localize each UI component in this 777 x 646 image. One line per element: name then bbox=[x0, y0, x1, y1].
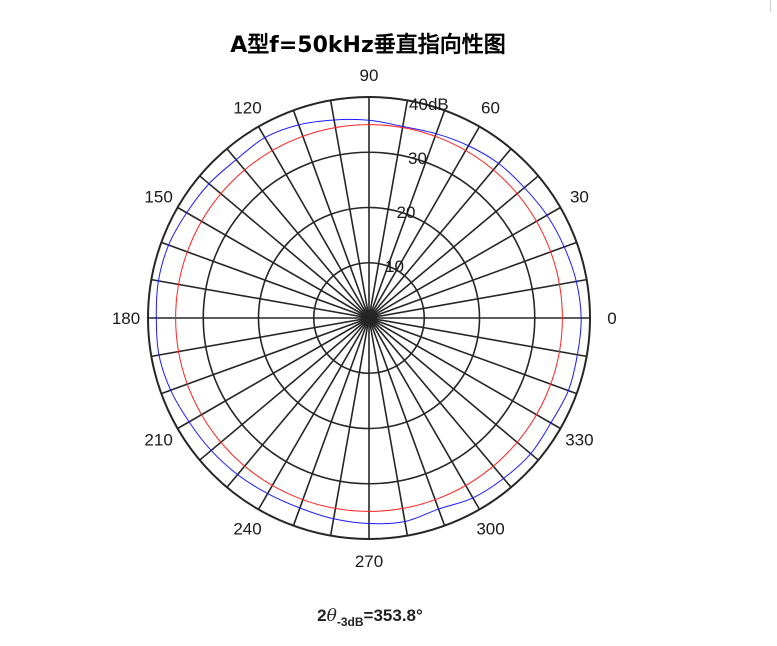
range-ring bbox=[147, 96, 591, 540]
angle-tick-label: 210 bbox=[144, 431, 172, 450]
theta-symbol: θ bbox=[326, 606, 337, 626]
corner-divider bbox=[770, 0, 771, 12]
angle-tick-label: 240 bbox=[233, 519, 261, 538]
radius-tick-label: 40dB bbox=[409, 95, 449, 114]
polar-grid bbox=[147, 96, 591, 540]
radius-tick-labels: 10 20 30 40dB bbox=[385, 95, 449, 276]
angle-tick-label: 120 bbox=[233, 99, 261, 118]
reference-circle bbox=[175, 124, 563, 512]
beamwidth-prefix: 2 bbox=[317, 606, 327, 625]
beamwidth-value: =353.8° bbox=[363, 606, 423, 625]
radius-tick-label: 30 bbox=[408, 149, 427, 168]
angle-tick-labels: 0 30 60 90 120 150 180 210 240 270 300 330 bbox=[112, 66, 617, 571]
angle-tick-label: 0 bbox=[607, 309, 616, 328]
range-ring bbox=[312, 261, 426, 375]
angle-tick-label: 270 bbox=[355, 552, 383, 571]
angle-tick-label: 30 bbox=[570, 188, 589, 207]
range-ring bbox=[202, 151, 536, 485]
beamwidth-annotation: 2θ-3dB=353.8° bbox=[0, 606, 740, 632]
angle-tick-label: 60 bbox=[481, 99, 500, 118]
angle-tick-label: 180 bbox=[112, 309, 140, 328]
radius-tick-label: 20 bbox=[397, 203, 416, 222]
angle-tick-label: 90 bbox=[360, 66, 379, 85]
angle-tick-label: 300 bbox=[476, 519, 504, 538]
angle-tick-label: 150 bbox=[144, 188, 172, 207]
radius-tick-label: 10 bbox=[385, 257, 404, 276]
series-layer bbox=[155, 118, 582, 525]
angle-tick-label: 330 bbox=[565, 431, 593, 450]
chart-title: A型f=50kHz垂直指向性图 bbox=[230, 32, 506, 58]
range-ring bbox=[257, 206, 481, 430]
series-line bbox=[155, 118, 582, 525]
beamwidth-subscript: -3dB bbox=[336, 615, 364, 629]
